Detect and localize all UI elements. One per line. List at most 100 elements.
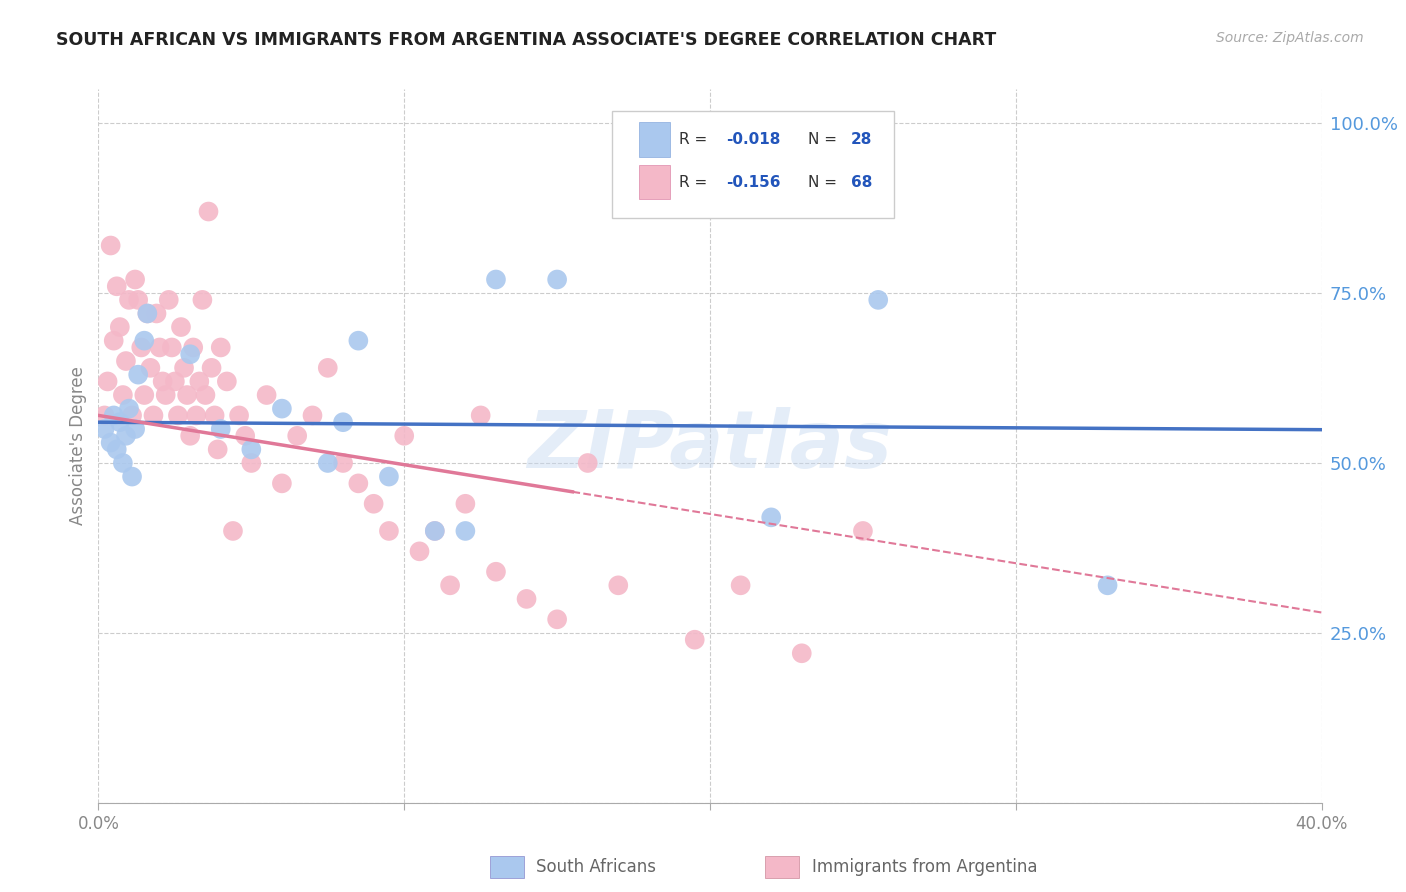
Y-axis label: Associate's Degree: Associate's Degree <box>69 367 87 525</box>
Point <box>240 442 263 457</box>
Point <box>852 524 875 538</box>
Point <box>129 341 152 355</box>
Point <box>316 360 339 375</box>
Point <box>332 415 354 429</box>
Point <box>470 409 492 423</box>
Text: SOUTH AFRICAN VS IMMIGRANTS FROM ARGENTINA ASSOCIATE'S DEGREE CORRELATION CHART: SOUTH AFRICAN VS IMMIGRANTS FROM ARGENTI… <box>56 31 997 49</box>
Point <box>485 565 508 579</box>
Text: R =: R = <box>679 132 713 147</box>
Point <box>155 388 177 402</box>
Point <box>546 612 568 626</box>
Point <box>118 401 141 416</box>
Point <box>363 497 385 511</box>
Point <box>111 388 134 402</box>
Point <box>115 354 138 368</box>
Point <box>454 524 477 538</box>
Point <box>301 409 323 423</box>
Text: 28: 28 <box>851 132 872 147</box>
Point <box>233 429 256 443</box>
Point <box>179 429 201 443</box>
Point <box>790 646 813 660</box>
Point <box>160 341 183 355</box>
Point <box>163 375 186 389</box>
Point <box>152 375 174 389</box>
Point <box>868 293 890 307</box>
Point <box>454 497 477 511</box>
Point <box>103 409 125 423</box>
Bar <box>640 165 669 200</box>
Point <box>115 429 138 443</box>
Point <box>607 578 630 592</box>
Point <box>173 360 195 375</box>
Point <box>194 388 217 402</box>
Point <box>157 293 180 307</box>
Text: Immigrants from Argentina: Immigrants from Argentina <box>811 858 1038 876</box>
Text: R =: R = <box>679 175 713 190</box>
Point <box>121 409 143 423</box>
Point <box>100 435 122 450</box>
Point <box>316 456 339 470</box>
Bar <box>765 855 800 879</box>
Text: N =: N = <box>808 132 842 147</box>
Point <box>93 409 115 423</box>
Text: ZIPatlas: ZIPatlas <box>527 407 893 485</box>
Point <box>285 429 308 443</box>
Point <box>108 415 131 429</box>
FancyBboxPatch shape <box>612 111 893 218</box>
Point <box>121 469 143 483</box>
Point <box>392 429 416 443</box>
Point <box>209 422 232 436</box>
Point <box>378 469 401 483</box>
Point <box>197 204 219 219</box>
Point <box>179 347 201 361</box>
Point <box>136 306 159 320</box>
Text: Source: ZipAtlas.com: Source: ZipAtlas.com <box>1216 31 1364 45</box>
Point <box>191 293 214 307</box>
Point <box>516 591 538 606</box>
Point <box>485 272 508 286</box>
Point <box>546 272 568 286</box>
Point <box>105 279 128 293</box>
Text: N =: N = <box>808 175 842 190</box>
Point <box>423 524 446 538</box>
Point <box>124 422 146 436</box>
Point <box>270 476 292 491</box>
Point <box>103 334 125 348</box>
Point <box>576 456 599 470</box>
Point <box>347 334 370 348</box>
Point <box>167 409 190 423</box>
Bar <box>640 122 669 157</box>
Point <box>683 632 706 647</box>
Point <box>256 388 278 402</box>
Point <box>332 456 354 470</box>
Point <box>222 524 245 538</box>
Point <box>181 341 204 355</box>
Point <box>215 375 238 389</box>
Point <box>134 388 156 402</box>
Point <box>204 409 226 423</box>
Text: -0.018: -0.018 <box>725 132 780 147</box>
Point <box>347 476 370 491</box>
Point <box>228 409 250 423</box>
Text: 68: 68 <box>851 175 872 190</box>
Point <box>730 578 752 592</box>
Point <box>1097 578 1119 592</box>
Point <box>124 272 146 286</box>
Text: -0.156: -0.156 <box>725 175 780 190</box>
Point <box>188 375 211 389</box>
Point <box>134 334 156 348</box>
Point <box>209 341 232 355</box>
Point <box>170 320 193 334</box>
Point <box>186 409 208 423</box>
Point <box>111 456 134 470</box>
Point <box>149 341 172 355</box>
Point <box>423 524 446 538</box>
Point <box>759 510 782 524</box>
Point <box>142 409 165 423</box>
Point <box>200 360 222 375</box>
Point <box>270 401 292 416</box>
Point <box>378 524 401 538</box>
Point <box>408 544 430 558</box>
Point <box>105 442 128 457</box>
Point <box>127 293 149 307</box>
